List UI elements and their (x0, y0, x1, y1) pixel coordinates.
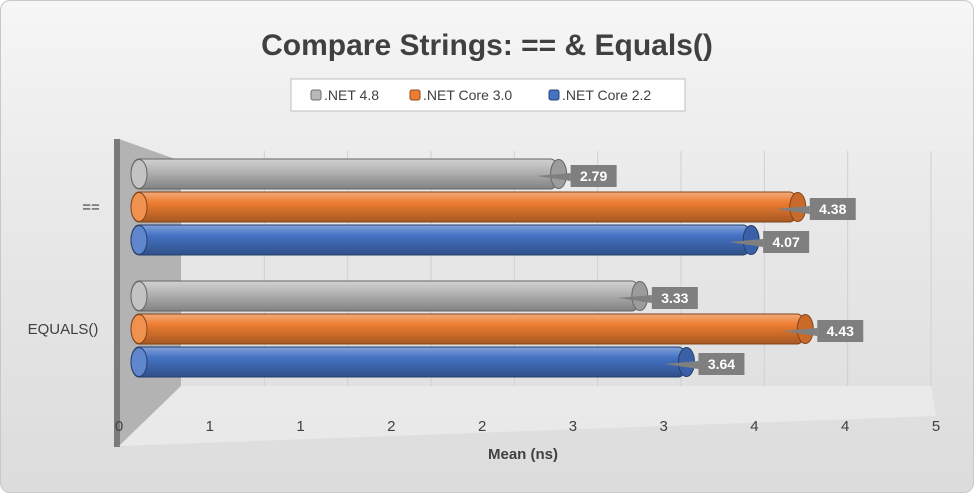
bar (130, 280, 649, 312)
bar (130, 346, 695, 378)
legend-entry: .NET Core 3.0 (409, 87, 512, 103)
data-label: 3.64 (664, 353, 745, 375)
data-label-text: 2.79 (580, 168, 607, 184)
data-label: 3.33 (617, 287, 698, 309)
x-tick-label: 3 (569, 418, 577, 435)
bar (130, 313, 814, 345)
data-label: 4.38 (775, 198, 856, 220)
bar (130, 158, 568, 190)
x-tick-label: 1 (206, 418, 214, 435)
category-labels: == EQUALS() (28, 199, 100, 338)
legend-label: .NET 4.8 (324, 87, 379, 103)
legend-swatch (409, 89, 421, 101)
x-tick-label: 1 (296, 418, 304, 435)
floor (119, 386, 936, 446)
legend-swatch (310, 89, 322, 101)
data-label: 2.79 (536, 165, 617, 187)
x-tick-label: 3 (659, 418, 667, 435)
legend-label: .NET Core 3.0 (423, 87, 512, 103)
category-label: EQUALS() (28, 321, 99, 338)
legend-entry: .NET 4.8 (310, 87, 379, 103)
data-label: 4.07 (729, 231, 810, 253)
category-label: == (82, 199, 100, 216)
x-tick-label: 2 (478, 418, 486, 435)
x-tick-label: 0 (115, 418, 123, 435)
data-labels: 2.79 4.38 4.07 3.33 4.43 3.64 (536, 165, 864, 375)
legend-entry: .NET Core 2.2 (548, 87, 651, 103)
x-tick-label: 4 (750, 418, 758, 435)
legend-swatch (548, 89, 560, 101)
data-label-text: 3.33 (661, 290, 688, 306)
bar (130, 224, 760, 256)
bars (130, 158, 814, 378)
data-label-text: 4.07 (773, 234, 800, 250)
data-label: 4.43 (783, 320, 864, 342)
x-axis-title: Mean (ns) (488, 446, 558, 463)
x-tick-label: 4 (841, 418, 849, 435)
tick-labels: 0 1 1 2 2 3 3 4 4 5 (115, 418, 940, 435)
x-tick-label: 5 (932, 418, 940, 435)
data-label-text: 4.38 (819, 201, 846, 217)
x-tick-label: 2 (387, 418, 395, 435)
legend-box (290, 78, 686, 112)
data-label-text: 4.43 (827, 323, 854, 339)
y-axis-edge (114, 139, 120, 447)
data-label-text: 3.64 (708, 356, 735, 372)
legend: .NET 4.8 .NET Core 3.0 .NET Core 2.2 (290, 78, 686, 112)
legend-label: .NET Core 2.2 (562, 87, 651, 103)
chart-title: Compare Strings: == & Equals() (261, 29, 713, 62)
bar (130, 191, 807, 223)
